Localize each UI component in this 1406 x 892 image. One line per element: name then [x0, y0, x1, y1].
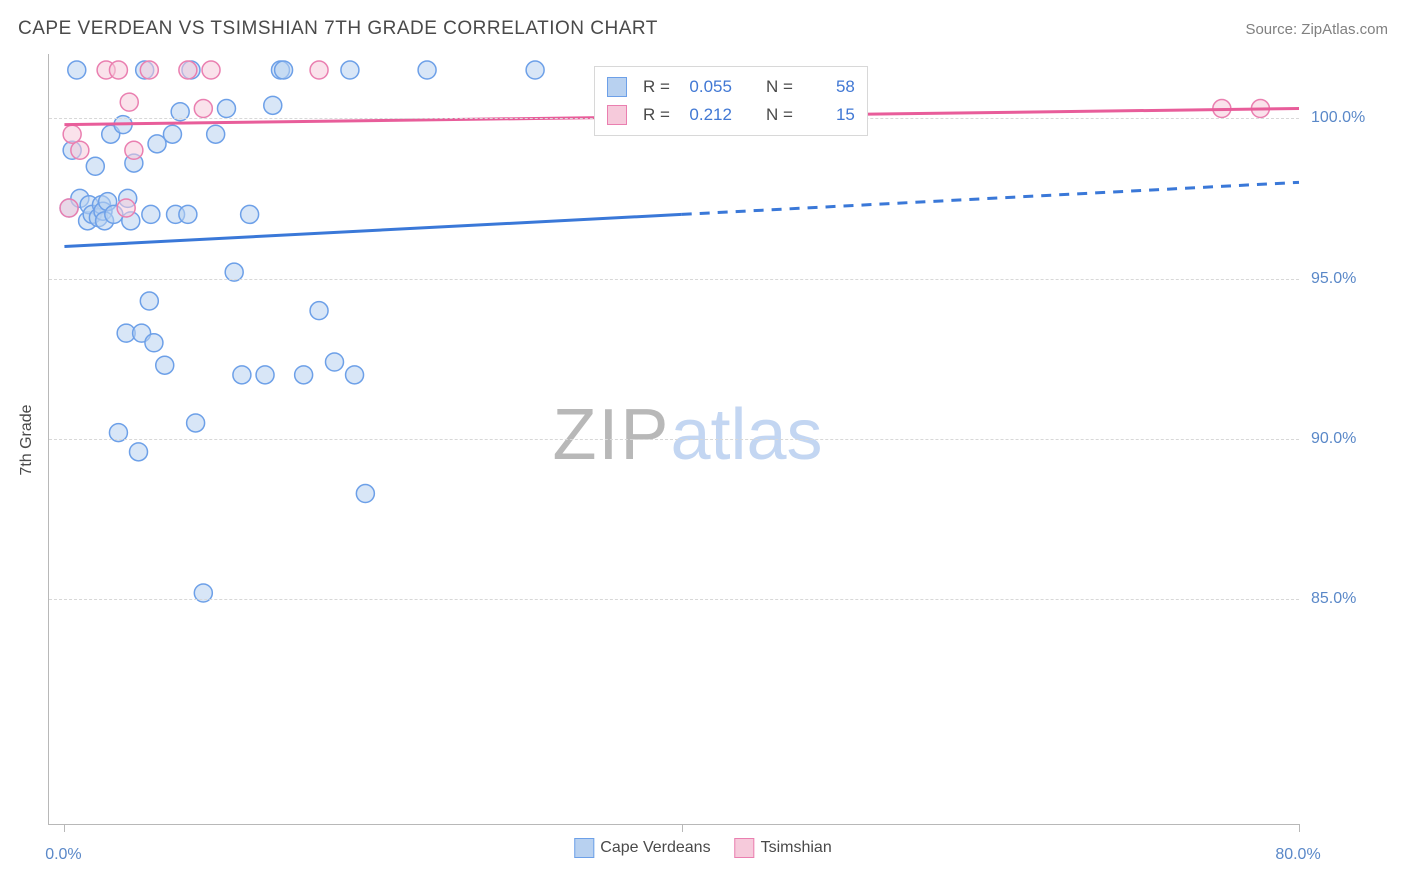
legend-swatch: [607, 105, 627, 125]
legend-n-label: N =: [766, 73, 793, 101]
stats-legend-row: R = 0.055 N = 58: [607, 73, 855, 101]
legend-r-label: R =: [643, 101, 670, 129]
legend-swatch: [735, 838, 755, 858]
chart-source: Source: ZipAtlas.com: [1245, 21, 1388, 38]
legend-r-label: R =: [643, 73, 670, 101]
data-point: [418, 61, 436, 79]
data-point: [202, 61, 220, 79]
data-point: [295, 366, 313, 384]
data-point: [310, 302, 328, 320]
data-point: [140, 61, 158, 79]
data-point: [142, 205, 160, 223]
series-legend-label: Tsimshian: [761, 839, 832, 856]
data-point: [207, 125, 225, 143]
series-legend-label: Cape Verdeans: [600, 839, 710, 856]
data-point: [156, 356, 174, 374]
data-point: [310, 61, 328, 79]
data-point: [163, 125, 181, 143]
legend-swatch: [574, 838, 594, 858]
legend-n-value: 15: [803, 101, 855, 129]
data-point: [86, 157, 104, 175]
gridline: [49, 279, 1299, 280]
data-point: [109, 61, 127, 79]
data-point: [233, 366, 251, 384]
series-legend: Cape Verdeans Tsimshian: [574, 838, 831, 858]
data-point: [60, 199, 78, 217]
data-point: [346, 366, 364, 384]
data-point: [217, 100, 235, 118]
data-point: [194, 100, 212, 118]
legend-r-value: 0.055: [680, 73, 732, 101]
chart-header: CAPE VERDEAN VS TSIMSHIAN 7TH GRADE CORR…: [18, 18, 1388, 40]
data-point: [341, 61, 359, 79]
legend-n-value: 58: [803, 73, 855, 101]
data-point: [241, 205, 259, 223]
y-axis-label: 7th Grade: [18, 404, 36, 475]
y-tick-label: 85.0%: [1311, 590, 1356, 608]
chart-title: CAPE VERDEAN VS TSIMSHIAN 7TH GRADE CORR…: [18, 18, 658, 40]
legend-swatch: [607, 77, 627, 97]
y-tick-label: 95.0%: [1311, 270, 1356, 288]
trend-line-dashed: [682, 182, 1299, 214]
data-point: [63, 125, 81, 143]
gridline: [49, 599, 1299, 600]
legend-n-label: N =: [766, 101, 793, 129]
data-point: [71, 141, 89, 159]
y-tick-label: 90.0%: [1311, 430, 1356, 448]
data-point: [356, 485, 374, 503]
plot-area: ZIPatlas 100.0%95.0%90.0%85.0%: [48, 54, 1299, 825]
data-point: [130, 443, 148, 461]
data-point: [526, 61, 544, 79]
data-point: [117, 199, 135, 217]
data-point: [179, 61, 197, 79]
data-point: [256, 366, 274, 384]
x-tick: [682, 824, 683, 832]
data-point: [187, 414, 205, 432]
x-tick-label: 0.0%: [45, 846, 81, 864]
series-legend-item: Cape Verdeans: [574, 838, 710, 858]
series-legend-item: Tsimshian: [735, 838, 832, 858]
x-tick-label: 80.0%: [1275, 846, 1320, 864]
data-point: [325, 353, 343, 371]
data-point: [275, 61, 293, 79]
stats-legend-row: R = 0.212 N = 15: [607, 101, 855, 129]
data-point: [125, 141, 143, 159]
data-point: [120, 93, 138, 111]
legend-r-value: 0.212: [680, 101, 732, 129]
y-tick-label: 100.0%: [1311, 109, 1365, 127]
data-point: [145, 334, 163, 352]
stats-legend: R = 0.055 N = 58 R = 0.212 N = 15: [594, 66, 868, 136]
data-point: [68, 61, 86, 79]
x-tick: [64, 824, 65, 832]
x-tick: [1299, 824, 1300, 832]
data-point: [264, 96, 282, 114]
data-point: [140, 292, 158, 310]
gridline: [49, 439, 1299, 440]
data-point: [179, 205, 197, 223]
